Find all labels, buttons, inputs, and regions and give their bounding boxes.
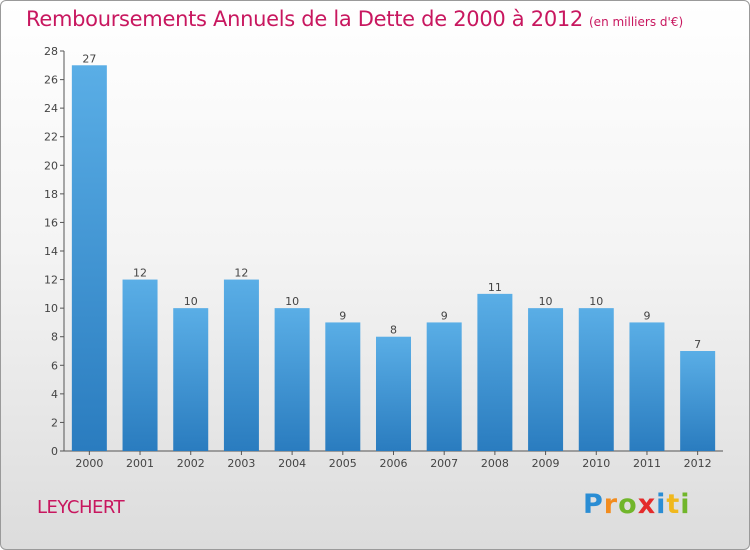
x-tick-label-2001: 2001 (126, 457, 154, 470)
bar-2000[interactable] (71, 65, 107, 452)
y-tick-label: 10 (44, 302, 58, 315)
y-tick-label: 20 (44, 159, 58, 172)
y-tick-label: 28 (44, 45, 58, 58)
y-tick-label: 4 (51, 388, 58, 401)
y-tick-label: 26 (44, 74, 58, 87)
data-label-2006: 8 (390, 324, 397, 337)
bar-2007[interactable] (426, 322, 462, 451)
x-tick-label-2004: 2004 (278, 457, 306, 470)
bar-2002[interactable] (173, 308, 209, 451)
y-tick-label: 16 (44, 216, 58, 229)
bar-2011[interactable] (629, 322, 665, 451)
logo-letter: t (666, 489, 681, 520)
bar-2003[interactable] (223, 279, 259, 451)
y-tick-label: 12 (44, 274, 58, 287)
bar-2009[interactable] (528, 308, 564, 451)
x-tick-label-2006: 2006 (380, 457, 408, 470)
commune-name: LEYCHERT (37, 497, 125, 518)
data-label-2010: 10 (589, 295, 603, 308)
y-tick-label: 14 (44, 245, 58, 258)
data-label-2008: 11 (488, 281, 502, 294)
y-tick-label: 18 (44, 188, 58, 201)
bar-2001[interactable] (122, 279, 158, 451)
bar-2010[interactable] (578, 308, 614, 451)
data-label-2011: 9 (643, 309, 650, 322)
y-tick-label: 8 (51, 331, 58, 344)
data-label-2003: 12 (234, 267, 248, 280)
x-tick-label-2011: 2011 (633, 457, 661, 470)
y-tick-label: 2 (51, 416, 58, 429)
x-tick-label-2008: 2008 (481, 457, 509, 470)
x-tick-label-2010: 2010 (582, 457, 610, 470)
x-tick-label-2005: 2005 (329, 457, 357, 470)
logo-letter: i (680, 489, 691, 520)
chart-title-text: Remboursements Annuels de la Dette de 20… (26, 7, 583, 31)
y-tick-label: 22 (44, 131, 58, 144)
logo-letter: i (656, 489, 667, 520)
bar-2006[interactable] (376, 336, 411, 451)
logo-letter: x (637, 489, 657, 520)
data-label-2004: 10 (285, 295, 299, 308)
x-tick-label-2003: 2003 (227, 457, 255, 470)
data-label-2001: 12 (133, 267, 147, 280)
x-tick-label-2012: 2012 (684, 457, 712, 470)
bar-2012[interactable] (680, 351, 716, 451)
y-tick-label: 0 (51, 445, 58, 458)
bars (71, 65, 716, 452)
logo-letter: P (583, 489, 604, 520)
data-label-2012: 7 (694, 338, 701, 351)
bar-2008[interactable] (477, 293, 513, 451)
data-label-2009: 10 (539, 295, 553, 308)
x-tick-label-2007: 2007 (430, 457, 458, 470)
bar-2005[interactable] (325, 322, 361, 451)
y-tick-label: 24 (44, 102, 58, 115)
chart-title: Remboursements Annuels de la Dette de 20… (26, 7, 683, 31)
x-tick-label-2009: 2009 (532, 457, 560, 470)
x-tick-label-2000: 2000 (75, 457, 103, 470)
x-tick-label-2002: 2002 (177, 457, 205, 470)
logo-letter: o (618, 489, 638, 520)
data-labels: 27 12 10 12 10 9 8 9 11 10 10 9 7 (82, 52, 701, 351)
data-label-2002: 10 (184, 295, 198, 308)
proxiti-logo[interactable]: Proxiti (583, 489, 691, 520)
logo-letter: r (603, 489, 619, 520)
x-axis: 2000 2001 2002 2003 2004 2005 2006 2007 2008 2009… (64, 450, 723, 470)
y-tick-label: 6 (51, 359, 58, 372)
data-label-2007: 9 (441, 309, 448, 322)
data-label-2005: 9 (339, 309, 346, 322)
bar-2004[interactable] (274, 308, 310, 451)
chart-subtitle: (en milliers d'€) (589, 15, 684, 29)
data-label-2000: 27 (82, 52, 96, 65)
